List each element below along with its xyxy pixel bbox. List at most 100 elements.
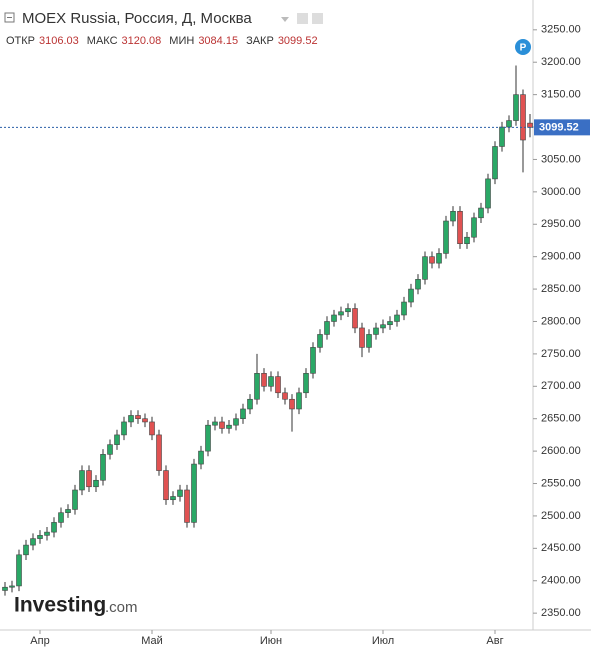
ohlc-label: МИН	[169, 35, 194, 47]
x-tick-label: Июл	[372, 635, 394, 647]
candle-body	[408, 288, 414, 303]
watermark: Investing	[14, 594, 106, 617]
y-tick-label: 2850.00	[541, 283, 581, 295]
ohlc-value: 3084.15	[198, 35, 238, 47]
candle-body	[492, 146, 498, 180]
candle-body	[86, 470, 92, 488]
candle-body	[429, 256, 435, 264]
ohlc-label: МАКС	[87, 35, 118, 47]
x-tick-label: Авг	[486, 635, 503, 647]
candle-body	[9, 585, 15, 588]
candle-body	[79, 470, 85, 491]
candle-body	[499, 126, 505, 147]
candle-body	[310, 347, 316, 374]
last-price-box	[534, 119, 590, 136]
y-tick-label: 3250.00	[541, 24, 581, 36]
candle-body	[2, 586, 8, 591]
candle-body	[198, 450, 204, 465]
chart-title: MOEX Russia, Россия, Д, Москва	[22, 10, 252, 27]
collapse-icon[interactable]	[4, 12, 15, 23]
candle-body	[240, 408, 246, 420]
x-tick-label: Июн	[260, 635, 282, 647]
ohlc-value: 3099.52	[278, 35, 318, 47]
candle-body	[191, 463, 197, 523]
candle-body	[520, 94, 526, 141]
candle-body	[107, 444, 113, 455]
y-tick-label: 2950.00	[541, 218, 581, 230]
candle-body	[261, 373, 267, 387]
candle-body	[121, 421, 127, 436]
candle-body	[128, 415, 134, 423]
candle-body	[247, 398, 253, 410]
candle-body	[254, 373, 260, 400]
candle-body	[58, 512, 64, 523]
candle-body	[205, 424, 211, 452]
y-tick-label: 2400.00	[541, 575, 581, 587]
candle-body	[282, 392, 288, 400]
ohlc-header: ОТКР 3106.03 МАКС 3120.08 МИН 3084.15 ЗАКР 3099…	[6, 35, 318, 47]
ohlc-label: ЗАКР	[246, 35, 274, 47]
y-tick-label: 2700.00	[541, 380, 581, 392]
candle-body	[471, 217, 477, 238]
close-icon[interactable]	[312, 13, 323, 24]
candle-body	[156, 434, 162, 471]
candle-body	[296, 392, 302, 410]
last-price-label: 3099.52	[539, 121, 579, 133]
candle-body	[457, 210, 463, 245]
candle-body	[527, 122, 533, 128]
settings-icon[interactable]	[297, 13, 308, 24]
y-tick-label: 2550.00	[541, 477, 581, 489]
candle-body	[212, 421, 218, 426]
y-tick-label: 2600.00	[541, 445, 581, 457]
candle-body	[37, 535, 43, 539]
candle-body	[373, 327, 379, 335]
y-tick-label: 2900.00	[541, 251, 581, 263]
candle-body	[233, 418, 239, 426]
watermark-suffix: .com	[105, 599, 138, 616]
candle-body	[450, 210, 456, 222]
candle-body	[100, 454, 106, 481]
candle-body	[170, 496, 176, 501]
candle-body	[275, 376, 281, 394]
candle-body	[177, 489, 183, 497]
candle-body	[331, 314, 337, 322]
candle-body	[401, 301, 407, 316]
candle-body	[366, 334, 372, 348]
candle-body	[415, 279, 421, 290]
y-tick-label: 2800.00	[541, 315, 581, 327]
candle-body	[387, 321, 393, 326]
y-tick-label: 2500.00	[541, 510, 581, 522]
candle-body	[93, 479, 99, 488]
dropdown-icon[interactable]	[281, 17, 289, 22]
y-tick-label: 2350.00	[541, 607, 581, 619]
candle-body	[226, 424, 232, 429]
candle-body	[142, 418, 148, 423]
candle-body	[30, 538, 36, 546]
candle-body	[184, 489, 190, 523]
candle-body	[268, 376, 274, 387]
ohlc-value: 3106.03	[39, 35, 79, 47]
marker-icon	[515, 39, 531, 55]
candle-body	[303, 373, 309, 394]
y-tick-label: 3000.00	[541, 186, 581, 198]
candle-body	[338, 311, 344, 316]
x-tick-label: Май	[141, 635, 163, 647]
candle-body	[65, 509, 71, 513]
marker-label: P	[520, 43, 527, 54]
candle-body	[352, 308, 358, 329]
y-tick-label: 2650.00	[541, 413, 581, 425]
candle-body	[485, 178, 491, 209]
candle-body	[359, 327, 365, 348]
candle-body	[317, 334, 323, 348]
candle-body	[464, 236, 470, 245]
candle-body	[44, 531, 50, 536]
candle-body	[16, 554, 22, 587]
y-tick-label: 2450.00	[541, 542, 581, 554]
candle-body	[436, 253, 442, 264]
ohlc-value: 3120.08	[122, 35, 162, 47]
ohlc-label: ОТКР	[6, 35, 35, 47]
y-tick-label: 3050.00	[541, 153, 581, 165]
candle-body	[289, 398, 295, 410]
